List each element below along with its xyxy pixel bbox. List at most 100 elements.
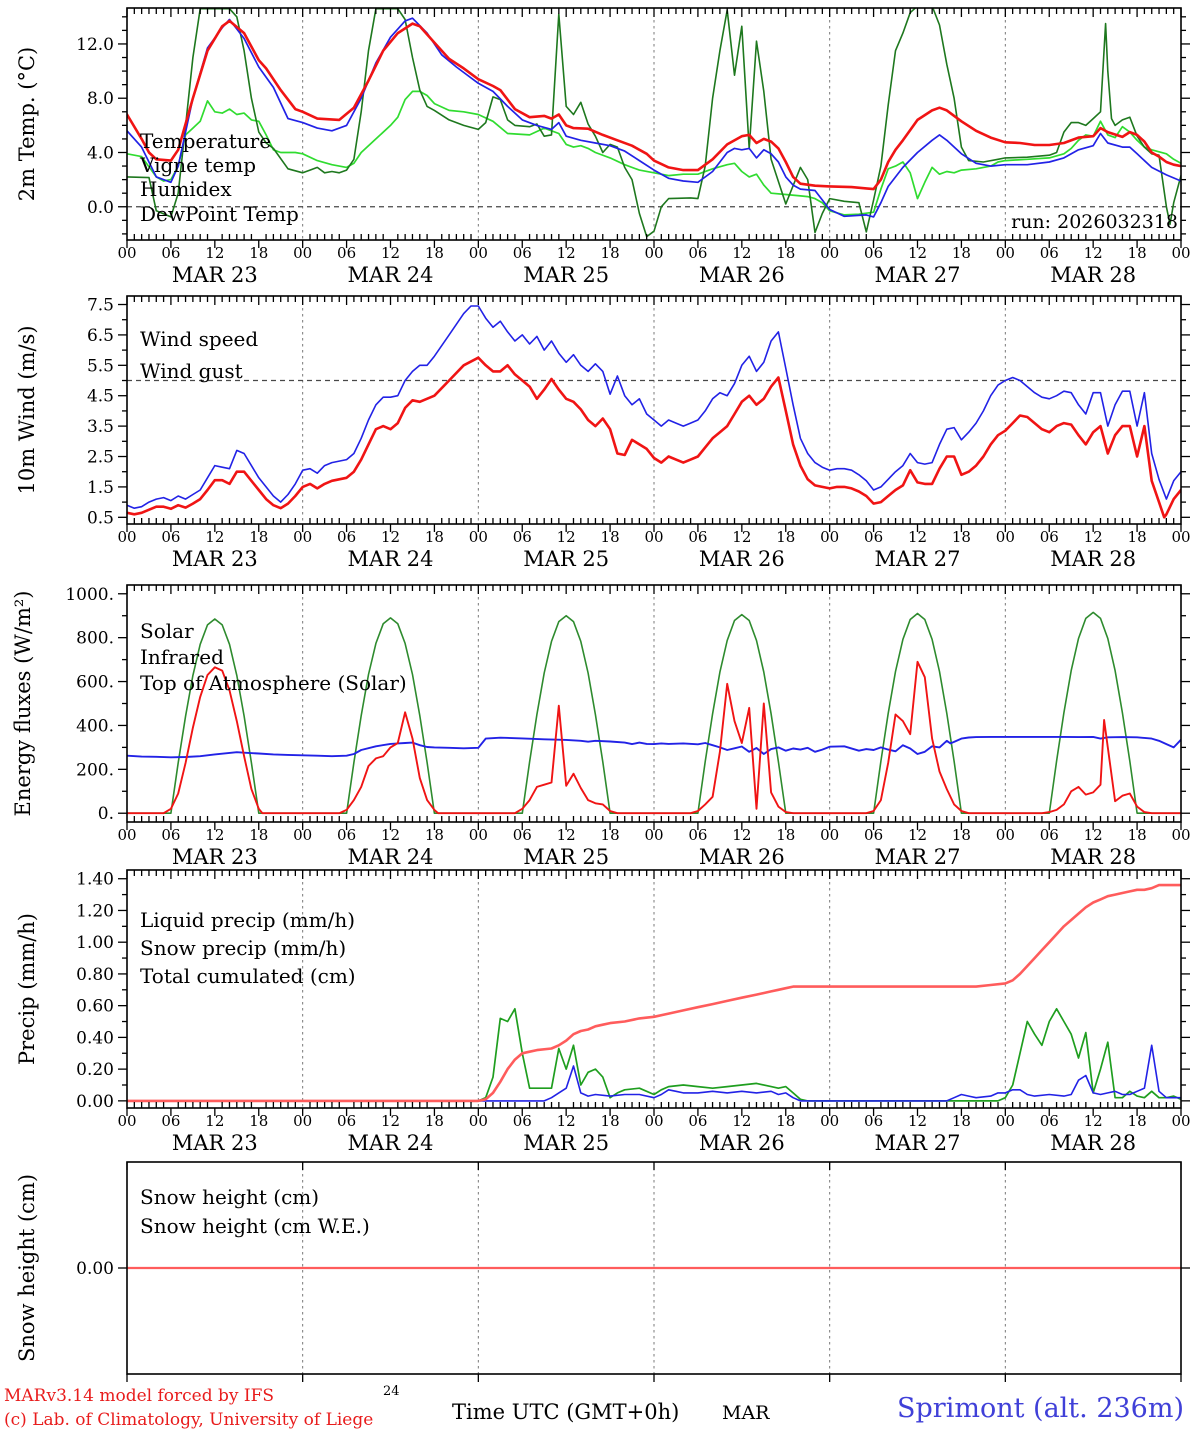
y-tick-label: 0.5 — [87, 508, 114, 528]
day-label: MAR 25 — [523, 845, 609, 869]
day-label: MAR 27 — [875, 547, 961, 571]
y-tick-label: 0.40 — [76, 1028, 114, 1048]
series-liquid-precip — [127, 1007, 1181, 1102]
series-total-cumulated — [127, 883, 1181, 1103]
hour-tick-label: 12 — [1084, 528, 1103, 546]
hour-tick-label: 06 — [688, 528, 707, 546]
hour-tick-label: 00 — [1171, 826, 1190, 844]
hour-tick-label: 06 — [513, 528, 532, 546]
day-label: MAR 27 — [875, 845, 961, 869]
legend-label: Snow height (cm) — [140, 1185, 319, 1209]
hour-tick-label: 12 — [381, 528, 400, 546]
credit-line-2: (c) Lab. of Climatology, University of L… — [4, 1410, 374, 1430]
hour-tick-label: 18 — [601, 528, 620, 546]
y-tick-label: 600. — [76, 673, 114, 693]
hour-tick-label: 12 — [908, 244, 927, 262]
day-label: MAR 28 — [1050, 547, 1136, 571]
hour-tick-label: 12 — [381, 244, 400, 262]
hour-tick-label: 00 — [117, 528, 136, 546]
legend-label: Solar — [140, 619, 194, 643]
hour-tick-label: 00 — [469, 528, 488, 546]
hour-tick-label: 18 — [249, 826, 268, 844]
legend-label: Wind gust — [140, 359, 243, 383]
y-tick-label: 0.00 — [76, 1259, 114, 1279]
hour-tick-label: 12 — [1084, 1112, 1103, 1130]
series-snow-precip — [127, 1044, 1181, 1102]
hour-tick-label: 00 — [820, 826, 839, 844]
hour-tick-label: 06 — [1040, 826, 1059, 844]
hour-tick-label: 12 — [205, 244, 224, 262]
hour-tick-label: 18 — [1128, 244, 1147, 262]
day-label: MAR 28 — [1050, 1131, 1136, 1155]
series-humidex — [127, 17, 1181, 218]
hour-tick-label: 18 — [249, 1112, 268, 1130]
y-tick-label: 8.0 — [87, 89, 114, 109]
hour-tick-label: 12 — [205, 528, 224, 546]
y-axis-title: 10m Wind (m/s) — [15, 325, 39, 494]
hour-tick-label: 12 — [205, 826, 224, 844]
day-label: MAR 24 — [348, 845, 434, 869]
hour-tick-label: 06 — [864, 826, 883, 844]
y-tick-label: 7.5 — [87, 296, 114, 316]
hour-tick-label: 06 — [161, 528, 180, 546]
day-label: MAR 25 — [523, 547, 609, 571]
series-solar — [127, 660, 1181, 815]
hour-tick-label: 06 — [864, 1112, 883, 1130]
panel-border — [126, 584, 1182, 823]
hour-tick-label: 00 — [293, 1112, 312, 1130]
day-label: MAR 23 — [172, 547, 258, 571]
legend-label: Humidex — [140, 177, 232, 201]
hour-tick-label: 00 — [117, 826, 136, 844]
hour-tick-label: 00 — [644, 1112, 663, 1130]
hour-tick-label: 06 — [513, 1112, 532, 1130]
y-tick-label: 6.5 — [87, 326, 114, 346]
y-axis-title: Precip (mm/h) — [15, 913, 39, 1065]
hour-tick-label: 06 — [688, 1112, 707, 1130]
hour-tick-label: 00 — [820, 528, 839, 546]
panel-precip: 0.00 0.20 0.40 0.60 0.80 1.00 1.20 1.40 00 06 12 18… — [15, 869, 1191, 1155]
y-axis-title: Energy fluxes (W/m²) — [11, 591, 35, 817]
hour-tick-label: 18 — [776, 528, 795, 546]
legend-label: Vigne temp — [139, 153, 256, 177]
hour-tick-label: 06 — [337, 528, 356, 546]
hour-tick-label: 00 — [469, 826, 488, 844]
day-label: MAR 27 — [875, 263, 961, 287]
y-tick-label: 3.5 — [87, 417, 114, 437]
hour-tick-label: 18 — [601, 826, 620, 844]
hour-tick-label: 12 — [1084, 244, 1103, 262]
panel-snow: 0.00 Snow height (cm) Snow height (cm W.E.… — [15, 1161, 1190, 1382]
y-tick-label: 1.5 — [87, 478, 114, 498]
y-tick-label: 4.5 — [87, 387, 114, 407]
hour-tick-label: 18 — [952, 1112, 971, 1130]
hour-tick-label: 18 — [776, 826, 795, 844]
hour-tick-label: 00 — [117, 1112, 136, 1130]
legend-label: Snow height (cm W.E.) — [140, 1214, 370, 1238]
y-tick-label: 800. — [76, 629, 114, 649]
series-vigne-temp — [127, 8, 1181, 238]
y-axis-title: 2m Temp. (°C) — [15, 47, 39, 201]
day-label: MAR 27 — [875, 1131, 961, 1155]
hour-tick-label: 18 — [601, 1112, 620, 1130]
day-label: MAR 23 — [172, 263, 258, 287]
hour-tick-label: 06 — [337, 1112, 356, 1130]
hour-tick-label: 00 — [820, 244, 839, 262]
hour-tick-label: 06 — [688, 244, 707, 262]
hour-tick-label: 18 — [601, 244, 620, 262]
hour-tick-label: 06 — [337, 244, 356, 262]
y-tick-label: 1000. — [65, 585, 114, 605]
time-axis-title: Time UTC (GMT+0h) — [452, 1400, 680, 1424]
hour-tick-label: 00 — [293, 528, 312, 546]
legend-label: Top of Atmosphere (Solar) — [140, 671, 407, 695]
run-label: run: 2026032318 — [1011, 211, 1178, 233]
hour-tick-label: 12 — [381, 826, 400, 844]
hour-tick-label: 12 — [732, 244, 751, 262]
hour-tick-label: 00 — [644, 244, 663, 262]
y-tick-label: 5.5 — [87, 356, 114, 376]
hour-tick-label: 00 — [117, 244, 136, 262]
hour-tick-label: 18 — [1128, 528, 1147, 546]
hour-tick-label: 00 — [469, 1112, 488, 1130]
hour-tick-label: 12 — [557, 528, 576, 546]
panel-energy: 0. 200. 400. 600. 800. 1000. 00 06 12 18 00 06 12 18 0… — [11, 584, 1191, 869]
y-tick-label: 0.00 — [76, 1092, 114, 1112]
hour-tick-label: 18 — [249, 528, 268, 546]
